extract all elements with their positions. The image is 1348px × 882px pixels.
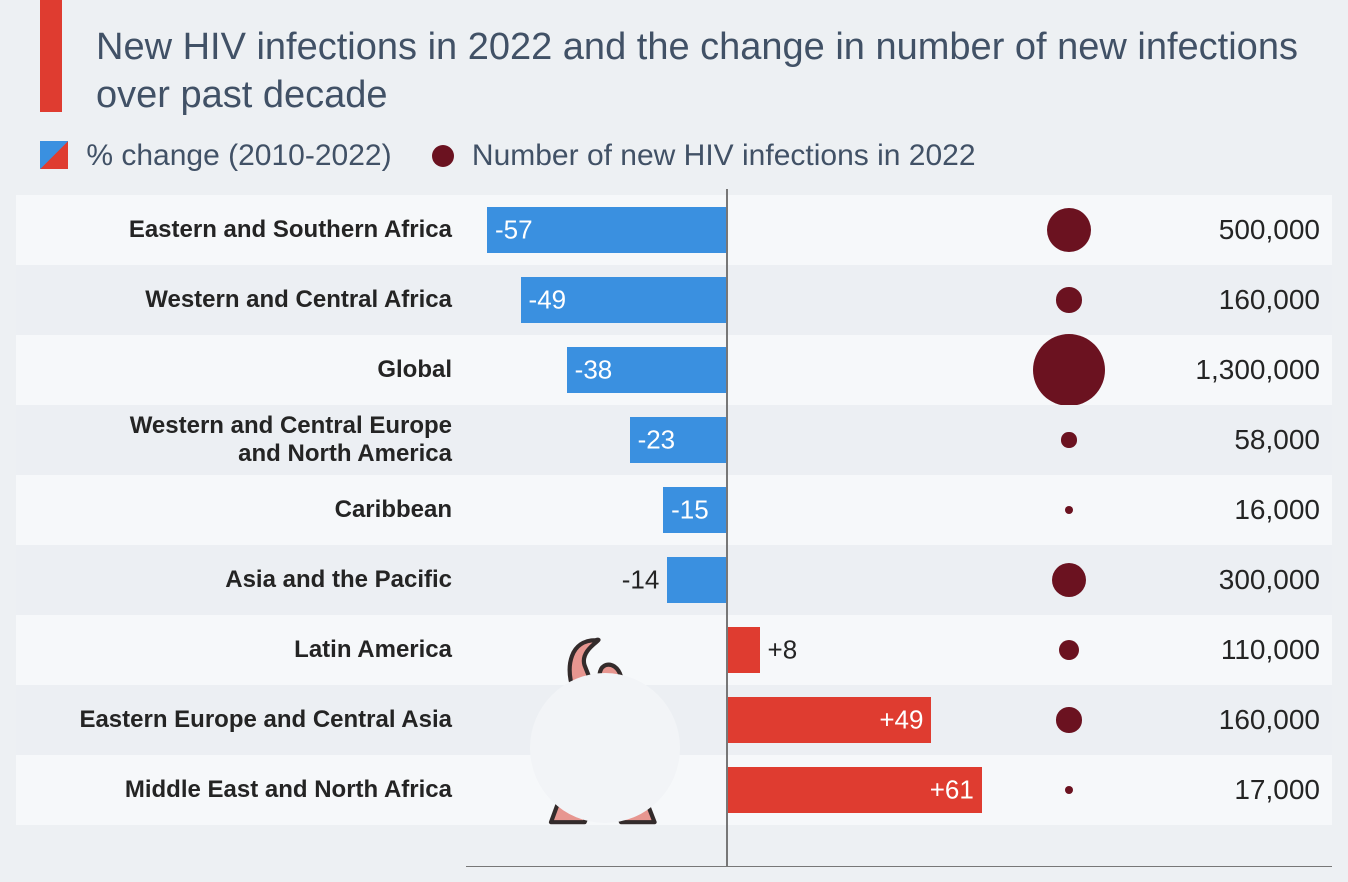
title-accent-bar <box>40 0 62 112</box>
bar-negative: -15 <box>663 487 726 533</box>
row-label: Caribbean <box>16 496 466 524</box>
row-label: Latin America <box>16 636 466 664</box>
count-value: 300,000 <box>1144 564 1320 596</box>
zero-axis-line <box>726 189 728 867</box>
chart-row: Western and Central Africa -49 160,000 <box>16 265 1332 335</box>
bar-negative: -38 <box>567 347 726 393</box>
count-value: 160,000 <box>1144 284 1320 316</box>
bar-value: -14 <box>622 565 668 596</box>
legend: % change (2010-2022) Number of new HIV i… <box>0 125 1348 181</box>
chart-row: Middle East and North Africa +61 17,000 <box>16 755 1332 825</box>
legend-count-label: Number of new HIV infections in 2022 <box>472 139 976 172</box>
count-dot-icon <box>1056 287 1081 312</box>
count-value: 1,300,000 <box>1144 354 1320 386</box>
row-right: 110,000 <box>1004 615 1332 685</box>
row-right: 500,000 <box>1004 195 1332 265</box>
dot-wrap <box>1004 615 1134 685</box>
dot-wrap <box>1004 195 1134 265</box>
dot-wrap <box>1004 265 1134 335</box>
count-dot-icon <box>1033 334 1105 406</box>
dot-wrap <box>1004 755 1134 825</box>
row-right: 300,000 <box>1004 545 1332 615</box>
row-right: 16,000 <box>1004 475 1332 545</box>
count-dot-icon <box>1061 432 1076 447</box>
row-label: Asia and the Pacific <box>16 566 466 594</box>
dot-wrap <box>1004 335 1134 405</box>
count-value: 160,000 <box>1144 704 1320 736</box>
count-dot-icon <box>1065 786 1073 794</box>
count-value: 110,000 <box>1144 634 1320 666</box>
dot-wrap <box>1004 475 1134 545</box>
infographic-stage: New HIV infections in 2022 and the chang… <box>0 0 1348 882</box>
chart-row: Eastern and Southern Africa -57 500,000 <box>16 195 1332 265</box>
bar-negative: -14 <box>667 557 726 603</box>
row-label: Western and Central Africa <box>16 286 466 314</box>
chart-row: Caribbean -15 16,000 <box>16 475 1332 545</box>
dot-wrap <box>1004 405 1134 475</box>
bar-value: -38 <box>575 355 613 386</box>
bar-positive: +61 <box>726 767 982 813</box>
row-label: Western and Central Europeand North Amer… <box>16 412 466 467</box>
bar-value: -57 <box>495 215 533 246</box>
count-value: 17,000 <box>1144 774 1320 806</box>
row-label: Global <box>16 356 466 384</box>
row-label: Middle East and North Africa <box>16 776 466 804</box>
chart-row: Latin America +8 110,000 <box>16 615 1332 685</box>
chart-area: Eastern and Southern Africa -57 500,000 Wes… <box>16 189 1332 867</box>
count-dot-icon <box>1059 640 1080 661</box>
chart-row: Global -38 1,300,000 <box>16 335 1332 405</box>
chart-title: New HIV infections in 2022 and the chang… <box>96 24 1308 119</box>
bar-negative: -49 <box>521 277 726 323</box>
title-wrap: New HIV infections in 2022 and the chang… <box>0 0 1348 125</box>
row-right: 1,300,000 <box>1004 335 1332 405</box>
row-right: 160,000 <box>1004 685 1332 755</box>
bar-negative: -23 <box>630 417 726 463</box>
bar-value: -15 <box>671 495 709 526</box>
row-label: Eastern and Southern Africa <box>16 216 466 244</box>
baseline <box>466 866 1332 868</box>
row-right: 58,000 <box>1004 405 1332 475</box>
bar-value: +61 <box>930 775 974 806</box>
count-value: 500,000 <box>1144 214 1320 246</box>
count-dot-icon <box>1052 563 1087 598</box>
count-value: 58,000 <box>1144 424 1320 456</box>
bar-positive: +49 <box>726 697 931 743</box>
bar-value: +49 <box>879 705 923 736</box>
legend-count-dot-icon <box>432 145 454 167</box>
bar-value: -49 <box>529 285 567 316</box>
dot-wrap <box>1004 545 1134 615</box>
chart-row: Eastern Europe and Central Asia +49 160,00… <box>16 685 1332 755</box>
dot-wrap <box>1004 685 1134 755</box>
legend-change-label: % change (2010-2022) <box>86 139 391 172</box>
count-dot-icon <box>1065 506 1073 514</box>
bar-value: +8 <box>760 635 798 666</box>
bar-value: -23 <box>638 425 676 456</box>
count-value: 16,000 <box>1144 494 1320 526</box>
row-label: Eastern Europe and Central Asia <box>16 706 466 734</box>
row-right: 17,000 <box>1004 755 1332 825</box>
row-right: 160,000 <box>1004 265 1332 335</box>
legend-count: Number of new HIV infections in 2022 <box>408 139 976 173</box>
legend-change-swatch <box>40 141 68 169</box>
legend-change: % change (2010-2022) <box>40 139 392 173</box>
chart-row: Asia and the Pacific -14 300,000 <box>16 545 1332 615</box>
bar-negative: -57 <box>487 207 726 253</box>
count-dot-icon <box>1047 208 1092 253</box>
count-dot-icon <box>1056 707 1081 732</box>
bar-positive: +8 <box>726 627 760 673</box>
chart-row: Western and Central Europeand North Amer… <box>16 405 1332 475</box>
